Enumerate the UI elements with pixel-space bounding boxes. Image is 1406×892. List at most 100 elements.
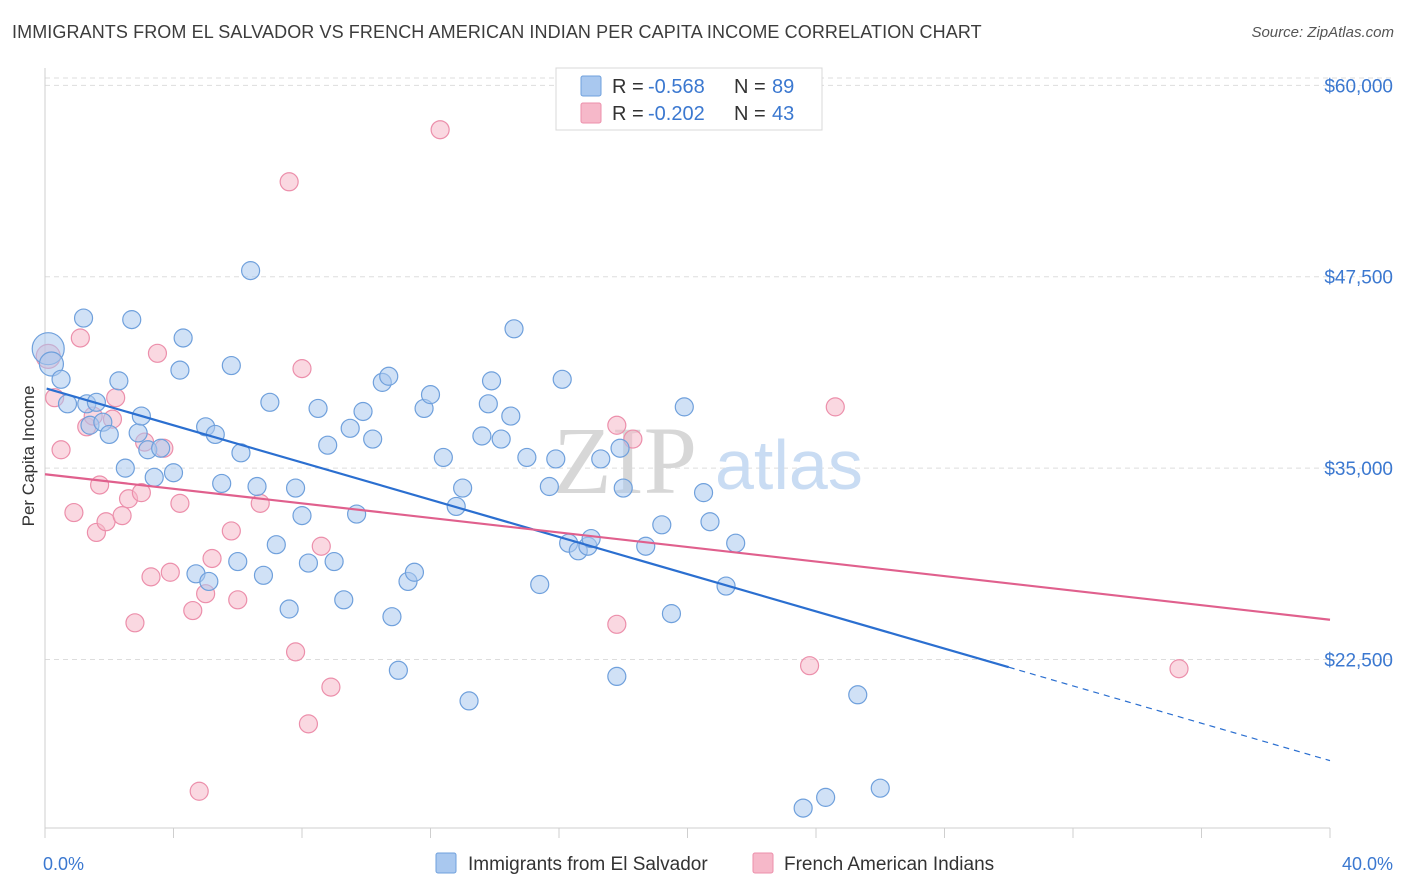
french-american-indian-point-14 (125, 613, 145, 633)
el-salvador-point-31 (253, 565, 274, 585)
french-american-indian-point-35 (430, 120, 450, 140)
el-salvador-point-48 (382, 607, 402, 627)
el-salvador-point-42 (340, 418, 360, 438)
el-salvador-point-32 (260, 392, 280, 412)
el-salvador-point-25 (212, 473, 232, 494)
legend-n-value-2: 43 (772, 103, 794, 125)
x-tick-labels: 0.0% 40.0% (43, 854, 1393, 874)
el-salvador-point-72 (581, 528, 601, 549)
el-salvador-point-17 (151, 438, 171, 458)
french-american-indian-point-18 (147, 343, 168, 363)
french-american-indian-point-3 (64, 502, 84, 523)
french-american-indian-point-32 (298, 714, 319, 734)
el-salvador-point-33 (266, 535, 286, 555)
legend-swatch-pink (580, 102, 602, 124)
el-salvador-point-82 (700, 512, 720, 532)
el-salvador-point-73 (591, 449, 611, 469)
y-tick-labels: $22,500 $35,000 $47,500 $60,000 (1324, 76, 1393, 671)
el-salvador-point-76 (613, 478, 633, 498)
el-salvador-point-64 (517, 447, 537, 468)
french-american-indian-point-33 (311, 536, 331, 556)
el-salvador-point-29 (241, 261, 261, 281)
el-salvador-point-80 (674, 397, 694, 417)
french-american-indian-point-4 (70, 328, 90, 348)
legend: R = -0.568 N = 89 R = -0.202 N = 43 (555, 67, 823, 131)
legend-n-label-2: N = (734, 103, 766, 125)
el-salvador-point-12 (122, 310, 142, 330)
french-american-indian-point-15 (131, 483, 151, 503)
trend-line-el-salvador-extension (1008, 666, 1331, 762)
bottom-legend-swatch-blue (435, 852, 457, 874)
el-salvador-point-66 (539, 476, 559, 497)
french-american-indian-point-21 (170, 493, 190, 513)
el-salvador-point-59 (478, 394, 498, 414)
y-tick-label-3: $60,000 (1324, 76, 1393, 97)
el-salvador-point-37 (298, 553, 319, 573)
el-salvador-point-27 (228, 551, 248, 572)
el-salvador-point-60 (481, 371, 502, 391)
el-salvador-point-87 (848, 685, 868, 705)
french-american-indian-point-40 (825, 397, 845, 417)
el-salvador-point-34 (279, 599, 299, 619)
french-american-indian-point-29 (279, 172, 299, 192)
el-salvador-point-4 (73, 308, 94, 328)
el-salvador-point-36 (292, 506, 312, 526)
el-salvador-point-41 (334, 590, 354, 610)
x-tick-label-min: 0.0% (43, 854, 84, 874)
el-salvador-point-45 (363, 429, 383, 449)
french-american-indian-point-36 (607, 415, 627, 435)
french-american-indian-point-37 (607, 614, 627, 634)
french-american-indian-point-39 (799, 656, 820, 676)
bottom-legend-label-1: Immigrants from El Salvador (468, 854, 708, 875)
y-tick-label-2: $47,500 (1324, 268, 1393, 289)
el-salvador-point-75 (610, 438, 630, 458)
el-salvador-point-26 (221, 355, 241, 376)
el-salvador-point-44 (353, 401, 373, 422)
y-tick-label-1: $35,000 (1324, 459, 1393, 480)
legend-r-label-1: R = (612, 76, 644, 98)
x-tick-label-max: 40.0% (1342, 854, 1393, 874)
french-american-indian-point-20 (160, 562, 180, 582)
el-salvador-point-10 (109, 371, 129, 391)
french-american-indian-point-23 (189, 781, 209, 801)
french-american-indian-point-11 (106, 388, 126, 408)
legend-n-value-1: 89 (772, 76, 794, 98)
french-american-indian-point-9 (96, 512, 116, 532)
el-salvador-point-35 (285, 478, 306, 498)
legend-n-label-1: N = (734, 76, 766, 98)
el-salvador-point-13 (128, 423, 148, 443)
series-el-salvador (31, 261, 890, 818)
legend-r-value-1: -0.568 (648, 76, 705, 98)
el-salvador-point-23 (199, 571, 219, 592)
french-american-indian-point-12 (112, 506, 132, 526)
el-salvador-point-67 (546, 449, 566, 469)
french-american-indian-point-22 (183, 600, 203, 621)
el-salvador-point-68 (552, 369, 572, 389)
el-salvador-point-58 (472, 426, 492, 446)
french-american-indian-point-41 (1169, 659, 1189, 679)
legend-swatch-blue (580, 75, 602, 97)
trend-lines (44, 387, 1331, 762)
el-salvador-point-74 (607, 666, 627, 687)
french-american-indian-point-2 (51, 440, 71, 460)
french-american-indian-point-30 (285, 642, 306, 662)
el-salvador-point-18 (163, 463, 184, 483)
el-salvador-point-2 (51, 369, 71, 389)
el-salvador-point-54 (433, 447, 453, 468)
chart-source: Source: ZipAtlas.com (1251, 24, 1394, 41)
bottom-legend-swatch-pink (752, 852, 774, 874)
french-american-indian-point-31 (292, 359, 312, 379)
el-salvador-point-9 (99, 424, 119, 445)
el-salvador-point-16 (144, 467, 164, 487)
el-salvador-point-20 (173, 328, 193, 348)
el-salvador-point-79 (661, 604, 682, 624)
watermark-atlas: atlas (715, 426, 863, 504)
el-salvador-point-88 (870, 778, 890, 798)
french-american-indian-point-17 (141, 567, 161, 587)
el-salvador-point-61 (491, 429, 511, 449)
el-salvador-point-30 (247, 476, 267, 497)
series-french-american-indians (35, 120, 1189, 801)
el-salvador-point-86 (816, 787, 836, 807)
el-salvador-point-63 (504, 319, 524, 339)
